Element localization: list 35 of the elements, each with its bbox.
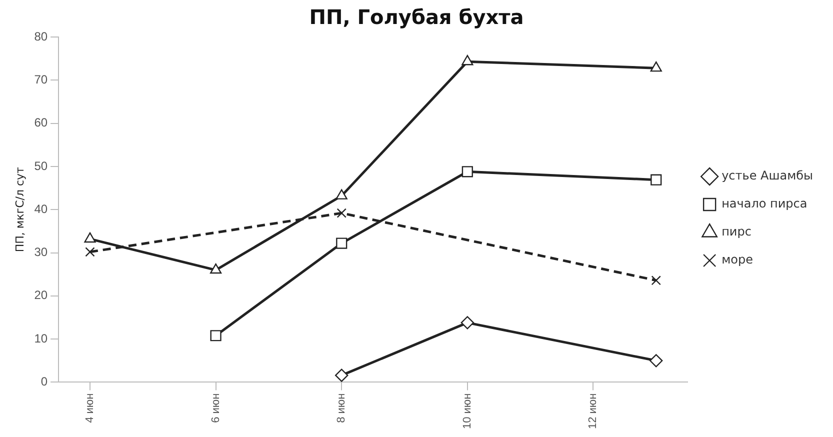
point bbox=[210, 330, 222, 342]
x-tick-label: 4 июн bbox=[84, 393, 96, 423]
point bbox=[462, 55, 474, 66]
y-tick-label: 50 bbox=[34, 158, 48, 173]
x-tick-label: 8 июн bbox=[336, 393, 348, 423]
legend-label: устье Ашамбы bbox=[722, 168, 814, 183]
y-tick-label: 20 bbox=[34, 288, 48, 302]
y-tick-label: 70 bbox=[34, 72, 48, 86]
legend-label: пирс bbox=[722, 224, 752, 239]
x-tick-label: 10 июн bbox=[461, 393, 474, 430]
point bbox=[650, 354, 663, 368]
point bbox=[210, 263, 222, 274]
point bbox=[651, 276, 661, 286]
y-axis-title: ПП, мкгС/л сут bbox=[13, 166, 26, 252]
legend-label: море bbox=[722, 252, 753, 267]
point bbox=[336, 189, 348, 200]
legend-label: начало пирса bbox=[722, 196, 808, 211]
point bbox=[84, 232, 96, 243]
point bbox=[85, 247, 95, 257]
point bbox=[460, 316, 474, 330]
y-tick-label: 60 bbox=[34, 116, 48, 130]
y-tick-label: 10 bbox=[34, 331, 48, 346]
y-tick-label: 40 bbox=[34, 202, 48, 216]
x-tick-label: 6 июн bbox=[210, 393, 222, 423]
point bbox=[650, 174, 662, 186]
chart-title: ПП, Голубая бухта bbox=[309, 5, 524, 30]
x-tick-label: 12 июн bbox=[587, 393, 600, 430]
y-tick-label: 80 bbox=[34, 29, 48, 44]
point bbox=[650, 61, 662, 72]
y-tick-label: 30 bbox=[34, 245, 48, 260]
point bbox=[336, 208, 346, 218]
point bbox=[462, 166, 473, 178]
y-tick-label: 0 bbox=[40, 374, 48, 389]
point bbox=[335, 368, 348, 382]
point bbox=[336, 238, 348, 249]
